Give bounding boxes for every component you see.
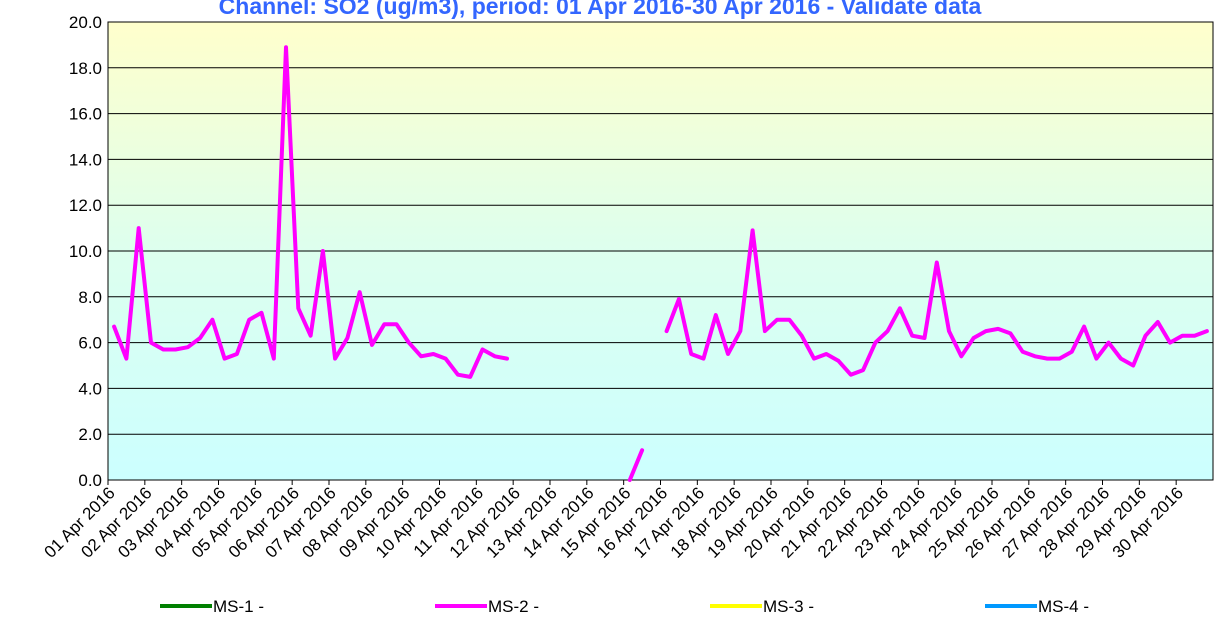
y-tick-label: 20.0 — [69, 13, 102, 32]
legend-label: MS-2 - — [488, 597, 539, 616]
data-line — [664, 228, 1209, 377]
y-tick-label: 10.0 — [69, 242, 102, 261]
data-line — [627, 448, 645, 482]
y-tick-label: 16.0 — [69, 105, 102, 124]
y-tick-label: 14.0 — [69, 150, 102, 169]
chart-title: Channel: SO2 (ug/m3), period: 01 Apr 201… — [219, 0, 982, 19]
y-tick-label: 4.0 — [78, 379, 102, 398]
legend-label: MS-4 - — [1038, 597, 1089, 616]
y-tick-label: 0.0 — [78, 471, 102, 490]
y-tick-label: 2.0 — [78, 425, 102, 444]
legend-label: MS-3 - — [763, 597, 814, 616]
y-tick-label: 6.0 — [78, 334, 102, 353]
legend-label: MS-1 - — [213, 597, 264, 616]
data-line — [112, 45, 509, 379]
y-tick-label: 12.0 — [69, 196, 102, 215]
y-tick-label: 18.0 — [69, 59, 102, 78]
y-tick-label: 8.0 — [78, 288, 102, 307]
